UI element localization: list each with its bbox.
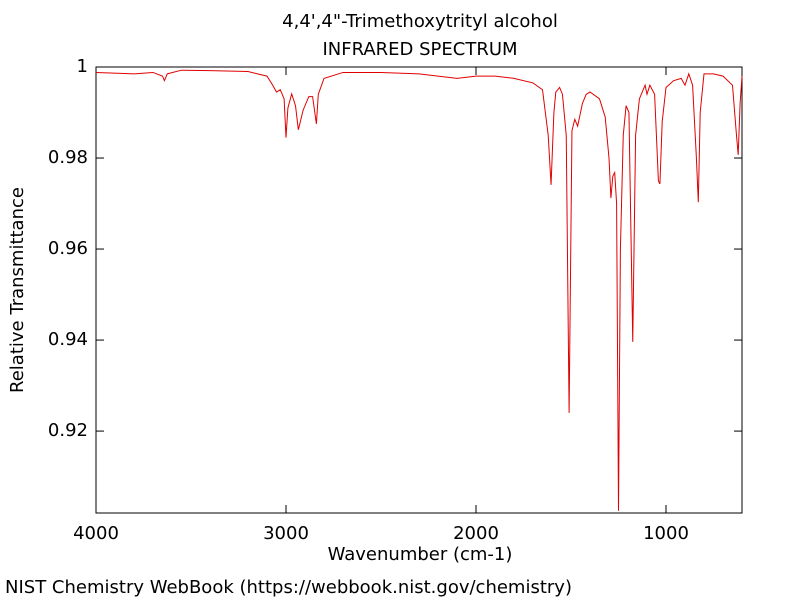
x-tick-label: 2000 [453,523,499,544]
x-axis-label: Wavenumber (cm-1) [328,544,513,565]
y-tick-label: 0.92 [48,420,88,441]
chart-subtitle: INFRARED SPECTRUM [322,39,517,60]
footer: NIST Chemistry WebBook (https://webbook.… [5,577,572,598]
y-tick-label: 0.94 [48,329,88,350]
y-tick-label: 0.96 [48,238,88,259]
spectrum-line [95,69,743,511]
chart-title: 4,4',4"-Trimethoxytrityl alcohol [282,11,558,32]
x-tick-label: 3000 [263,523,309,544]
y-tick-label: 1 [77,56,88,77]
x-tick-label: 1000 [643,523,689,544]
x-tick-label: 4000 [73,523,119,544]
plot-frame [95,66,743,514]
y-tick-label: 0.98 [48,147,88,168]
y-axis-label: Relative Transmittance [7,187,28,393]
